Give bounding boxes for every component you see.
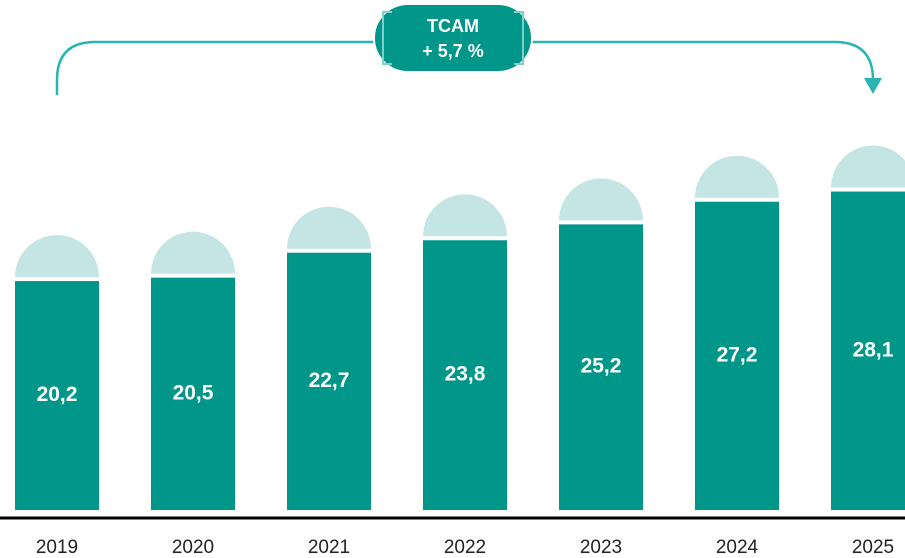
bar-cap bbox=[151, 231, 235, 274]
bar-cap bbox=[695, 155, 779, 198]
growth-arrow bbox=[55, 40, 378, 95]
badge-title: TCAM bbox=[427, 16, 479, 36]
x-tick-label: 2023 bbox=[580, 537, 622, 558]
value-label: 22,7 bbox=[309, 369, 350, 392]
bar bbox=[151, 277, 235, 510]
bar bbox=[287, 252, 371, 510]
bar bbox=[423, 240, 507, 510]
value-label: 27,2 bbox=[717, 343, 758, 366]
badge-fill bbox=[392, 10, 514, 66]
value-label: 25,2 bbox=[581, 355, 622, 378]
bar bbox=[831, 191, 905, 511]
x-tick-label: 2022 bbox=[444, 537, 486, 558]
arrow-head bbox=[864, 78, 882, 94]
value-label: 28,1 bbox=[853, 338, 894, 361]
bar bbox=[695, 201, 779, 510]
bar-cap bbox=[15, 235, 99, 278]
value-label: 23,8 bbox=[445, 363, 486, 386]
bar bbox=[15, 281, 99, 510]
x-tick-label: 2019 bbox=[36, 537, 78, 558]
bar-cap bbox=[831, 145, 905, 188]
x-tick-label: 2024 bbox=[716, 537, 759, 558]
x-tick-label: 2021 bbox=[308, 537, 350, 558]
bar-cap bbox=[559, 178, 643, 221]
badge-value: + 5,7 % bbox=[422, 41, 484, 61]
x-tick-label: 2025 bbox=[852, 537, 894, 558]
growth-arrow bbox=[528, 40, 875, 81]
x-tick-label: 2020 bbox=[172, 537, 214, 558]
value-label: 20,5 bbox=[173, 381, 214, 404]
bar-cap bbox=[423, 194, 507, 237]
bar-cap bbox=[287, 206, 371, 249]
bar bbox=[559, 224, 643, 510]
value-label: 20,2 bbox=[37, 383, 78, 406]
